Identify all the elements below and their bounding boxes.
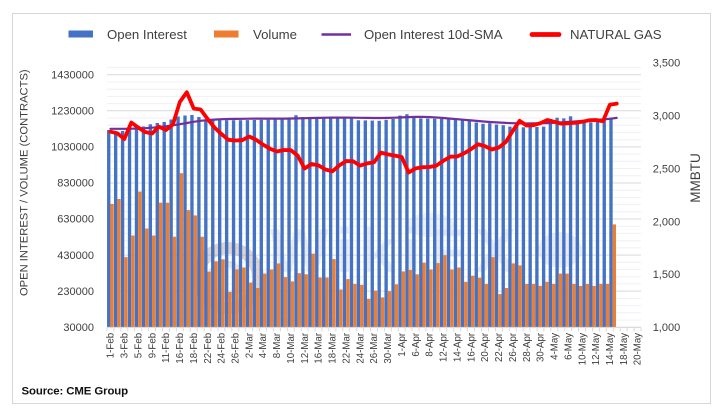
svg-text:230000: 230000 [57,286,94,298]
svg-text:2,000: 2,000 [653,216,681,228]
svg-text:4-Mar: 4-Mar [258,332,269,358]
svg-text:1,000: 1,000 [653,322,681,334]
svg-text:11-Feb: 11-Feb [161,333,172,363]
svg-text:3,000: 3,000 [653,110,681,122]
svg-text:8-Apr: 8-Apr [425,332,436,356]
svg-text:3,500: 3,500 [653,58,681,70]
svg-text:12-May: 12-May [591,333,602,365]
svg-text:30-Mar: 30-Mar [383,332,394,363]
svg-text:12-Mar: 12-Mar [300,332,311,363]
svg-text:1030000: 1030000 [51,142,94,154]
svg-text:14-Apr: 14-Apr [452,332,463,362]
svg-text:16-Apr: 16-Apr [466,332,477,362]
svg-text:430000: 430000 [57,250,94,262]
svg-text:1-Feb: 1-Feb [106,333,117,358]
svg-text:6-Apr: 6-Apr [411,332,422,356]
svg-text:30-Apr: 30-Apr [536,332,547,362]
svg-text:18-Mar: 18-Mar [328,332,339,363]
svg-text:1430000: 1430000 [51,70,94,82]
svg-text:26-Apr: 26-Apr [508,332,519,362]
svg-text:2-Mar: 2-Mar [244,332,255,358]
svg-text:28-Apr: 28-Apr [522,332,533,362]
svg-text:OPEN INTEREST / VOLUME (CONTRA: OPEN INTEREST / VOLUME (CONTRACTS) [19,69,31,296]
svg-text:18-May: 18-May [619,333,630,365]
svg-text:16-Mar: 16-Mar [314,332,325,363]
svg-text:14-May: 14-May [605,333,616,365]
svg-text:830000: 830000 [57,178,94,190]
svg-text:1230000: 1230000 [51,106,94,118]
svg-text:10-Mar: 10-Mar [286,332,297,363]
svg-text:26-Feb: 26-Feb [231,333,242,364]
svg-text:22-Feb: 22-Feb [203,333,214,364]
svg-text:22-Mar: 22-Mar [342,332,353,363]
svg-text:NATURAL GAS: NATURAL GAS [570,27,662,42]
svg-text:Volume: Volume [253,27,297,42]
svg-text:22-Apr: 22-Apr [494,332,505,362]
svg-text:Open Interest: Open Interest [107,27,187,42]
svg-text:WikiFX: WikiFX [270,217,524,286]
svg-text:1,500: 1,500 [653,269,681,281]
svg-text:24-Mar: 24-Mar [355,332,366,363]
svg-text:12-Apr: 12-Apr [439,332,450,362]
svg-text:1-Apr: 1-Apr [397,332,408,356]
svg-text:20-Apr: 20-Apr [480,332,491,362]
svg-text:9-Feb: 9-Feb [147,333,158,358]
svg-text:30000: 30000 [63,322,94,334]
svg-text:8-Mar: 8-Mar [272,332,283,358]
svg-text:2,500: 2,500 [653,163,681,175]
svg-text:20-May: 20-May [633,333,644,365]
svg-text:10-May: 10-May [577,333,588,365]
svg-text:5-Feb: 5-Feb [133,333,144,358]
svg-text:16-Feb: 16-Feb [175,333,186,364]
svg-text:6-May: 6-May [563,333,574,360]
svg-text:24-Feb: 24-Feb [217,333,228,364]
svg-text:MMBTU: MMBTU [688,153,703,203]
svg-text:630000: 630000 [57,214,94,226]
svg-text:4-May: 4-May [550,333,561,360]
svg-text:Open Interest 10d-SMA: Open Interest 10d-SMA [364,27,503,42]
svg-text:Source: CME Group: Source: CME Group [22,386,129,398]
svg-text:18-Feb: 18-Feb [189,333,200,364]
svg-text:3-Feb: 3-Feb [120,333,131,358]
svg-text:26-Mar: 26-Mar [369,332,380,363]
